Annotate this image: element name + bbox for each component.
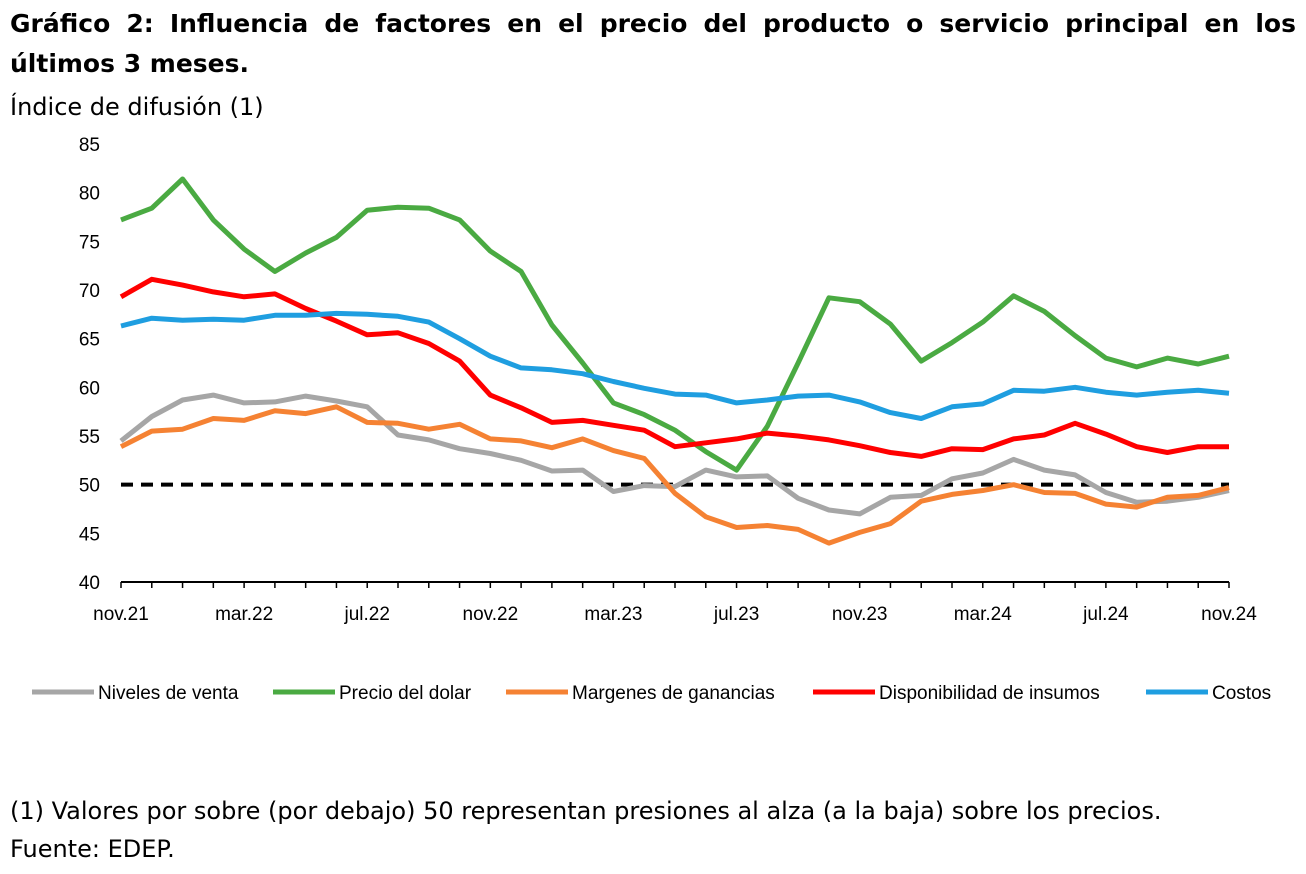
legend-label: Costos <box>1212 683 1271 704</box>
legend-label: Precio del dolar <box>339 683 472 704</box>
source-note: Fuente: EDEP. <box>10 835 175 863</box>
x-tick-label: nov.23 <box>832 604 888 625</box>
series-line-2 <box>119 404 1230 546</box>
x-tick-label: nov.22 <box>463 604 519 625</box>
y-tick-label: 85 <box>79 135 100 156</box>
y-tick-label: 60 <box>79 378 100 399</box>
y-tick-label: 50 <box>79 476 100 497</box>
footnote: (1) Valores por sobre (por debajo) 50 re… <box>10 797 1162 825</box>
x-axis: nov.21 mar.22 jul.22 nov.22 mar.23 jul.23 nov.… <box>93 581 1257 625</box>
y-tick-label: 65 <box>79 330 100 351</box>
series-line-3 <box>119 276 1229 459</box>
y-tick-label: 75 <box>79 232 100 253</box>
chart-title: Gráfico 2: Influencia de factores en el … <box>10 9 1296 78</box>
series-line-4 <box>120 310 1230 421</box>
y-tick-label: 55 <box>79 427 100 448</box>
series-line-0 <box>119 392 1230 517</box>
x-tick-label: jul.23 <box>713 604 759 625</box>
x-tick-label: nov.21 <box>93 604 149 625</box>
chart-subtitle: Índice de difusión (1) <box>10 93 264 121</box>
legend-label: Margenes de ganancias <box>572 683 775 704</box>
x-tick-label: mar.24 <box>954 604 1013 625</box>
x-tick-label: jul.24 <box>1082 604 1129 625</box>
y-tick-label: 45 <box>79 524 100 545</box>
series-line-1 <box>120 176 1230 473</box>
y-tick-label: 80 <box>79 184 100 205</box>
y-tick-label: 70 <box>79 281 100 302</box>
legend: Niveles de venta Precio del dolar Margenes… <box>32 683 1271 704</box>
y-tick-label: 40 <box>79 573 100 594</box>
legend-label: Niveles de venta <box>98 683 239 704</box>
series-lines <box>119 176 1230 546</box>
y-axis: 40 45 50 55 60 65 70 75 80 85 <box>79 135 100 594</box>
x-tick-label: mar.22 <box>215 604 273 625</box>
x-tick-label: mar.23 <box>584 604 642 625</box>
legend-label: Disponibilidad de insumos <box>879 683 1100 704</box>
x-tick-label: nov.24 <box>1201 604 1257 625</box>
x-tick-label: jul.22 <box>344 604 390 625</box>
footnote-block: (1) Valores por sobre (por debajo) 50 re… <box>10 792 1161 868</box>
